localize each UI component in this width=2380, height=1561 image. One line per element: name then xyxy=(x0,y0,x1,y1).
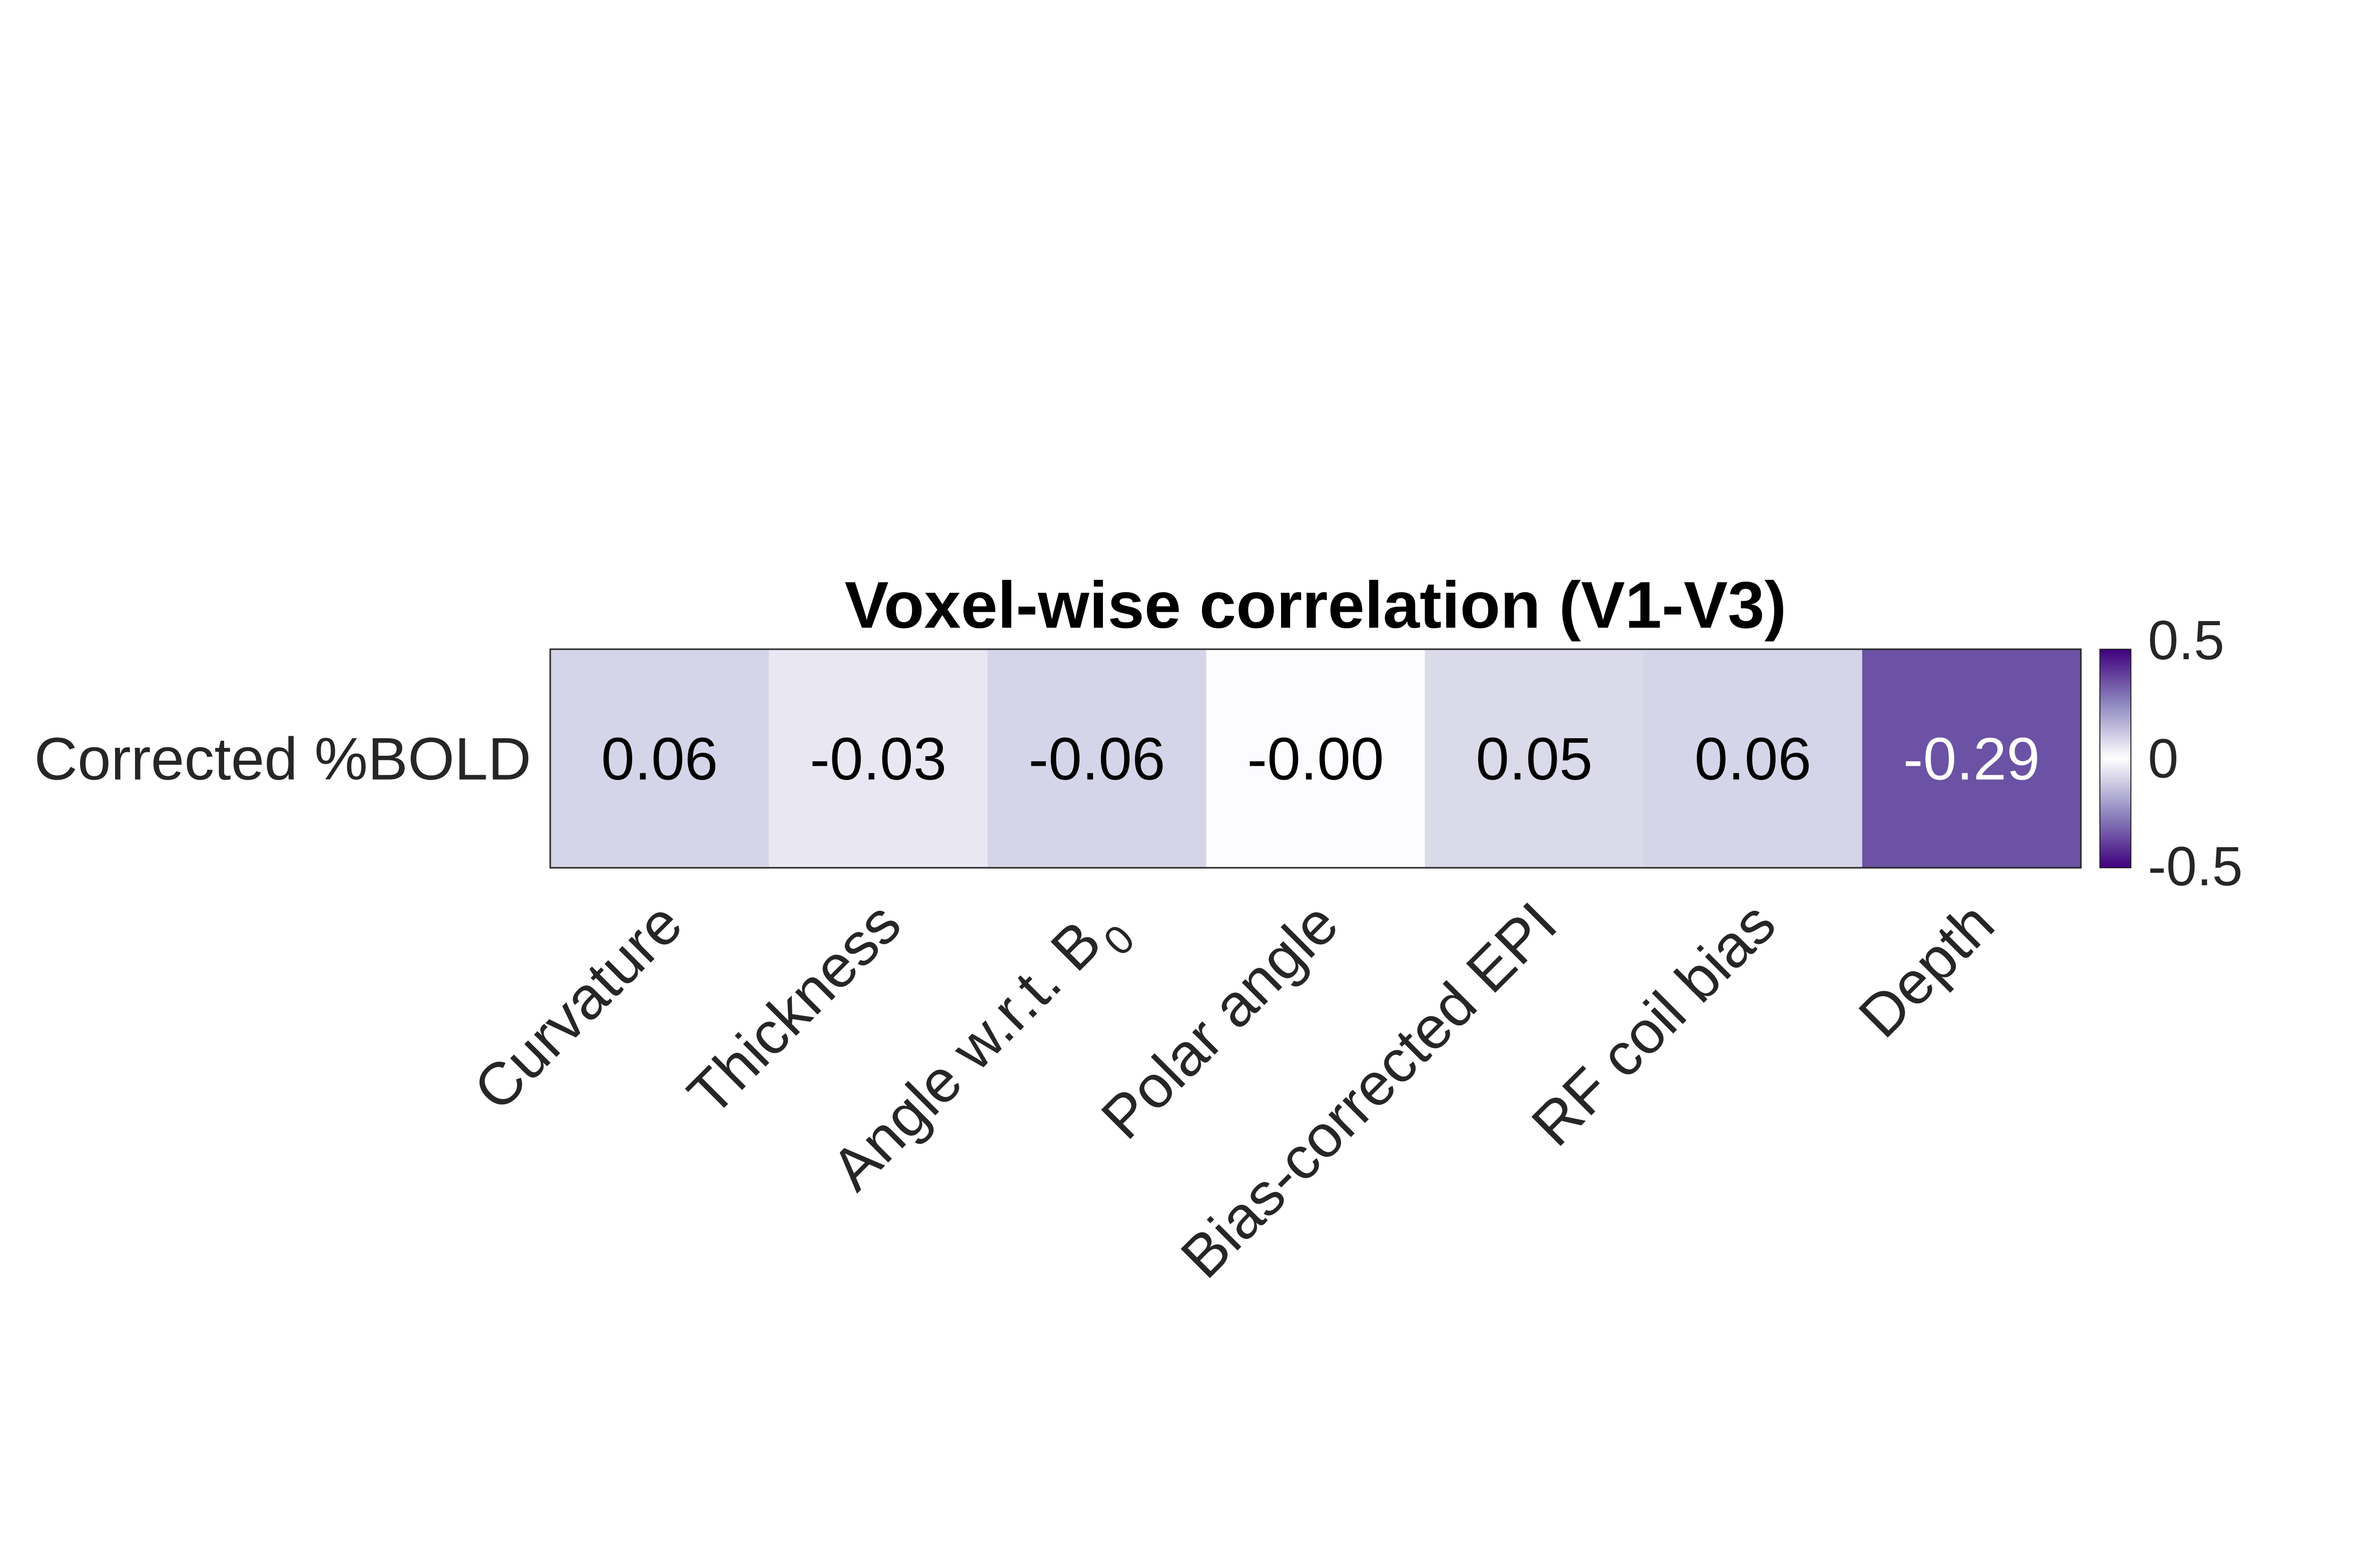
heatmap-cell xyxy=(550,649,769,868)
colorbar-tick-label: 0 xyxy=(2148,728,2178,790)
heatmap-cell xyxy=(1643,649,1863,868)
x-tick-label: Bias-corrected EPI xyxy=(1168,890,1569,1291)
colorbar: 0.5 0 -0.5 xyxy=(2099,610,2243,897)
plot-frame xyxy=(549,648,2082,869)
heatmap-cell xyxy=(1206,649,1426,868)
heatmap-cell xyxy=(1425,649,1644,868)
x-tick-label: Thickness xyxy=(675,890,913,1128)
heatmap-cell xyxy=(769,649,988,868)
cell-value-label: -0.03 xyxy=(810,726,947,793)
chart-title: Voxel-wise correlation (V1-V3) xyxy=(845,568,1787,642)
colorbar-gradient xyxy=(2099,649,2131,868)
cell-value-label: 0.06 xyxy=(601,726,718,793)
row-label: Corrected %BOLD xyxy=(34,726,531,793)
cell-value-label: 0.05 xyxy=(1476,726,1593,793)
colorbar-tick-label: -0.5 xyxy=(2148,836,2243,897)
cell-value-label: -0.00 xyxy=(1247,726,1384,793)
heatmap-cell xyxy=(1862,649,2081,868)
x-tick-label: Curvature xyxy=(461,890,695,1123)
heatmap-cell xyxy=(987,649,1207,868)
cell-value-label: 0.06 xyxy=(1695,726,1812,793)
cell-value-label: -0.29 xyxy=(1903,726,2040,793)
heatmap-cells xyxy=(550,649,2081,868)
cell-value-label: -0.06 xyxy=(1028,726,1165,793)
x-tick-label: Depth xyxy=(1846,890,2007,1050)
colorbar-tick-label: 0.5 xyxy=(2148,610,2224,671)
cell-value-labels: 0.06 -0.03 -0.06 -0.00 0.05 0.06 -0.29 xyxy=(601,726,2040,793)
